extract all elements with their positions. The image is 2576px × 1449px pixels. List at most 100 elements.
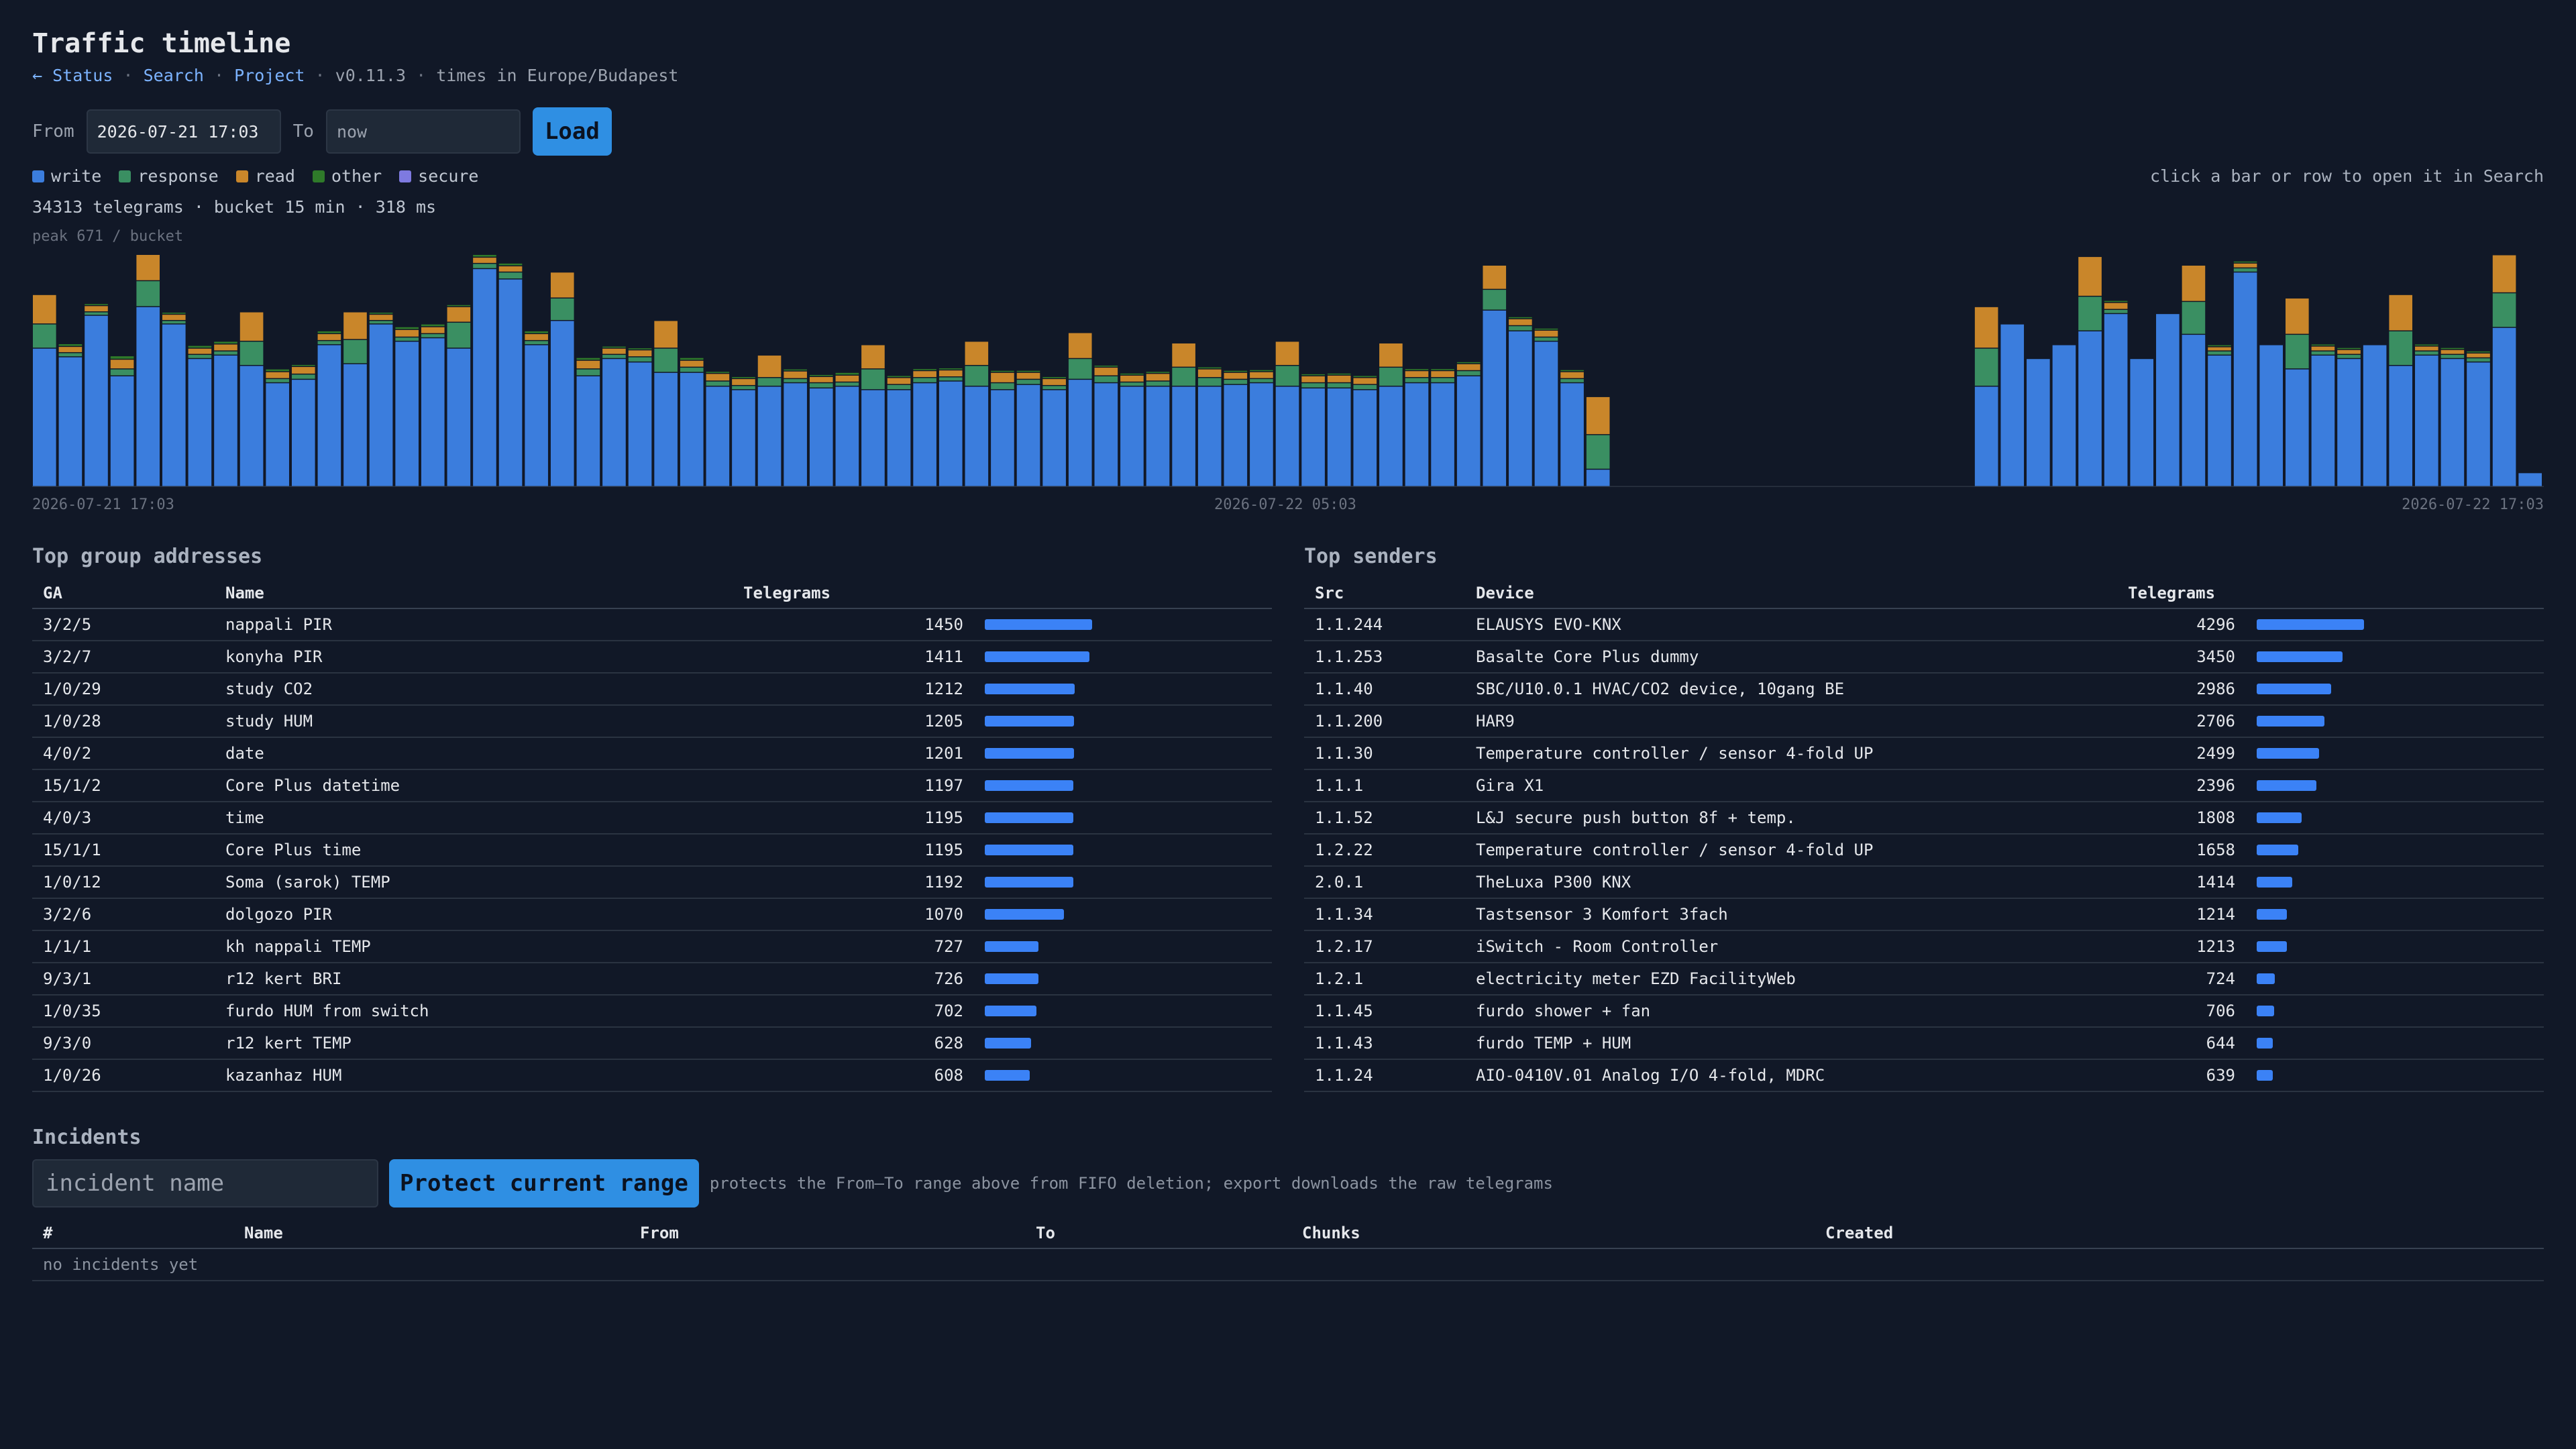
- bar-segment-read[interactable]: [1560, 372, 1584, 378]
- bar-segment-read[interactable]: [1042, 379, 1066, 385]
- chart-bar-49[interactable]: [1301, 374, 1325, 486]
- table-row[interactable]: 9/3/1 r12 kert BRI 726: [32, 963, 1272, 996]
- table-row[interactable]: 1.2.1 electricity meter EZD FacilityWeb 72…: [1304, 963, 2544, 996]
- bar-segment-write[interactable]: [1405, 383, 1429, 486]
- bar-segment-read[interactable]: [498, 266, 523, 272]
- bar-segment-response[interactable]: [1534, 337, 1558, 341]
- chart-bar-95[interactable]: [2492, 255, 2516, 486]
- bar-segment-write[interactable]: [1483, 311, 1507, 486]
- column-header-telegrams[interactable]: Telegrams: [733, 578, 974, 609]
- bar-segment-write[interactable]: [162, 324, 186, 486]
- bar-segment-read[interactable]: [1431, 371, 1454, 378]
- chart-bar-4[interactable]: [136, 255, 160, 486]
- bar-segment-response[interactable]: [809, 383, 833, 388]
- bar-segment-write[interactable]: [1197, 386, 1222, 486]
- bar-segment-write[interactable]: [965, 386, 989, 486]
- bar-segment-write[interactable]: [1379, 386, 1403, 486]
- bar-segment-read[interactable]: [136, 255, 160, 280]
- bar-segment-write[interactable]: [2208, 356, 2231, 486]
- chart-bar-26[interactable]: [706, 372, 730, 486]
- bar-segment-write[interactable]: [2027, 359, 2050, 486]
- bar-segment-response[interactable]: [757, 378, 782, 386]
- chart-bar-35[interactable]: [938, 368, 963, 486]
- bar-segment-response[interactable]: [732, 386, 755, 390]
- bar-segment-write[interactable]: [2130, 359, 2154, 486]
- bar-segment-write[interactable]: [2233, 272, 2257, 486]
- bar-segment-response[interactable]: [1353, 384, 1377, 390]
- bar-segment-response[interactable]: [1431, 378, 1454, 382]
- bar-segment-read[interactable]: [343, 312, 367, 339]
- chart-bar-59[interactable]: [1560, 370, 1584, 486]
- bar-segment-response[interactable]: [2389, 331, 2413, 366]
- bar-segment-read[interactable]: [1974, 307, 1998, 348]
- bar-segment-other[interactable]: [2233, 261, 2257, 263]
- bar-segment-other[interactable]: [1301, 374, 1325, 376]
- bar-segment-read[interactable]: [239, 312, 264, 341]
- chart-bar-45[interactable]: [1197, 367, 1222, 486]
- bar-segment-response[interactable]: [1068, 359, 1092, 379]
- bar-segment-response[interactable]: [680, 368, 704, 372]
- column-header-telegrams[interactable]: Telegrams: [2117, 578, 2246, 609]
- table-row[interactable]: 2.0.1 TheLuxa P300 KNX 1414: [1304, 866, 2544, 899]
- table-row[interactable]: 15/1/1 Core Plus time 1195: [32, 834, 1272, 867]
- bar-segment-response[interactable]: [2182, 302, 2206, 334]
- project-link[interactable]: Project: [234, 66, 305, 85]
- bar-segment-read[interactable]: [654, 321, 678, 348]
- bar-segment-response[interactable]: [1586, 435, 1610, 469]
- bar-segment-response[interactable]: [628, 357, 652, 362]
- bar-segment-other[interactable]: [447, 305, 471, 307]
- chart-bar-23[interactable]: [628, 348, 652, 486]
- bar-segment-read[interactable]: [1146, 374, 1170, 381]
- bar-segment-read[interactable]: [2078, 257, 2102, 296]
- bar-segment-read[interactable]: [1250, 372, 1273, 378]
- bar-segment-other[interactable]: [576, 358, 600, 360]
- bar-segment-other[interactable]: [2104, 301, 2128, 303]
- chart-bar-11[interactable]: [317, 331, 341, 486]
- bar-segment-response[interactable]: [991, 383, 1014, 390]
- table-row[interactable]: 4/0/3 time 1195: [32, 802, 1272, 835]
- table-row[interactable]: 1.1.253 Basalte Core Plus dummy 3450: [1304, 641, 2544, 674]
- chart-bar-1[interactable]: [58, 344, 83, 486]
- bar-segment-write[interactable]: [1301, 388, 1325, 486]
- bar-segment-response[interactable]: [1327, 383, 1351, 388]
- load-button[interactable]: Load: [532, 107, 612, 156]
- bar-segment-response[interactable]: [473, 264, 496, 268]
- chart-bar-29[interactable]: [784, 369, 807, 486]
- bar-segment-other[interactable]: [1456, 362, 1481, 364]
- bar-segment-read[interactable]: [2311, 346, 2335, 351]
- bar-segment-other[interactable]: [421, 324, 445, 327]
- bar-segment-response[interactable]: [965, 366, 989, 386]
- bar-segment-write[interactable]: [473, 269, 496, 486]
- bar-segment-response[interactable]: [2233, 268, 2257, 272]
- table-row[interactable]: 1.1.34 Tastsensor 3 Komfort 3fach 1214: [1304, 898, 2544, 931]
- bar-segment-response[interactable]: [1974, 348, 1998, 386]
- chart-bar-83[interactable]: [2182, 265, 2206, 486]
- bar-segment-response[interactable]: [1172, 368, 1195, 386]
- bar-segment-read[interactable]: [1197, 369, 1222, 378]
- bar-segment-read[interactable]: [861, 345, 885, 369]
- bar-segment-read[interactable]: [784, 371, 807, 378]
- bar-segment-write[interactable]: [938, 381, 963, 486]
- bar-segment-other[interactable]: [473, 255, 496, 257]
- bar-segment-read[interactable]: [2337, 350, 2361, 354]
- bar-segment-other[interactable]: [266, 369, 289, 372]
- bar-segment-other[interactable]: [58, 344, 83, 346]
- chart-bar-54[interactable]: [1431, 369, 1454, 486]
- chart-bar-7[interactable]: [214, 341, 237, 486]
- chart-bar-37[interactable]: [991, 370, 1014, 486]
- bar-segment-other[interactable]: [1509, 317, 1532, 319]
- bar-segment-write[interactable]: [2104, 314, 2128, 486]
- table-row[interactable]: 3/2/7 konyha PIR 1411: [32, 641, 1272, 674]
- bar-segment-other[interactable]: [680, 358, 704, 360]
- bar-segment-read[interactable]: [706, 374, 730, 381]
- bar-segment-other[interactable]: [1560, 370, 1584, 372]
- bar-segment-read[interactable]: [1120, 375, 1144, 382]
- chart-bar-14[interactable]: [395, 327, 419, 486]
- chart-bar-47[interactable]: [1250, 370, 1273, 486]
- bar-segment-other[interactable]: [188, 345, 212, 348]
- bar-segment-response[interactable]: [1094, 376, 1118, 382]
- chart-bar-82[interactable]: [2156, 314, 2180, 486]
- bar-segment-read[interactable]: [162, 315, 186, 320]
- chart-bar-13[interactable]: [369, 313, 393, 486]
- bar-segment-response[interactable]: [1224, 380, 1248, 384]
